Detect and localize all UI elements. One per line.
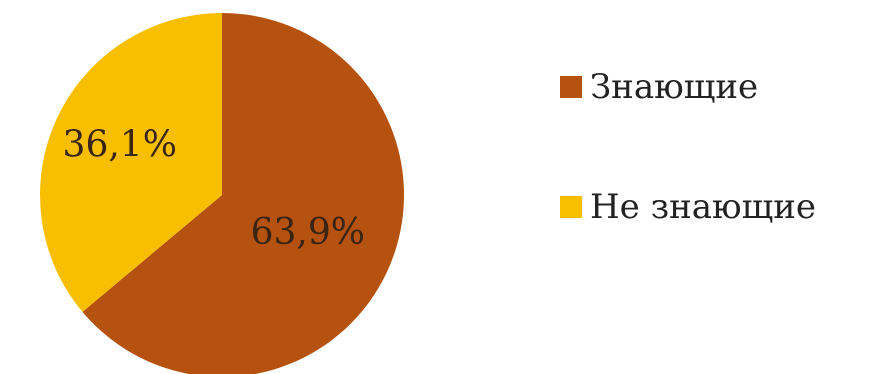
pie-slice-znayushchie: [82, 13, 404, 374]
slice-labels: 63,9% 36,1%: [63, 124, 365, 253]
legend-item-ne-znayushchie: Не знающие: [560, 190, 816, 224]
pie-slice-ne-znayushchie: [40, 13, 222, 312]
legend-label-ne-znayushchie: Не знающие: [590, 187, 817, 227]
pie-slices: [40, 13, 404, 374]
legend-swatch-ne-znayushchie: [560, 196, 582, 218]
legend-label-znayushchie: Знающие: [590, 67, 759, 107]
legend-item-znayushchie: Знающие: [560, 70, 758, 104]
legend-swatch-znayushchie: [560, 76, 582, 98]
slice-label-ne-znayushchie: 36,1%: [63, 124, 177, 165]
slice-label-znayushchie: 63,9%: [251, 212, 365, 253]
